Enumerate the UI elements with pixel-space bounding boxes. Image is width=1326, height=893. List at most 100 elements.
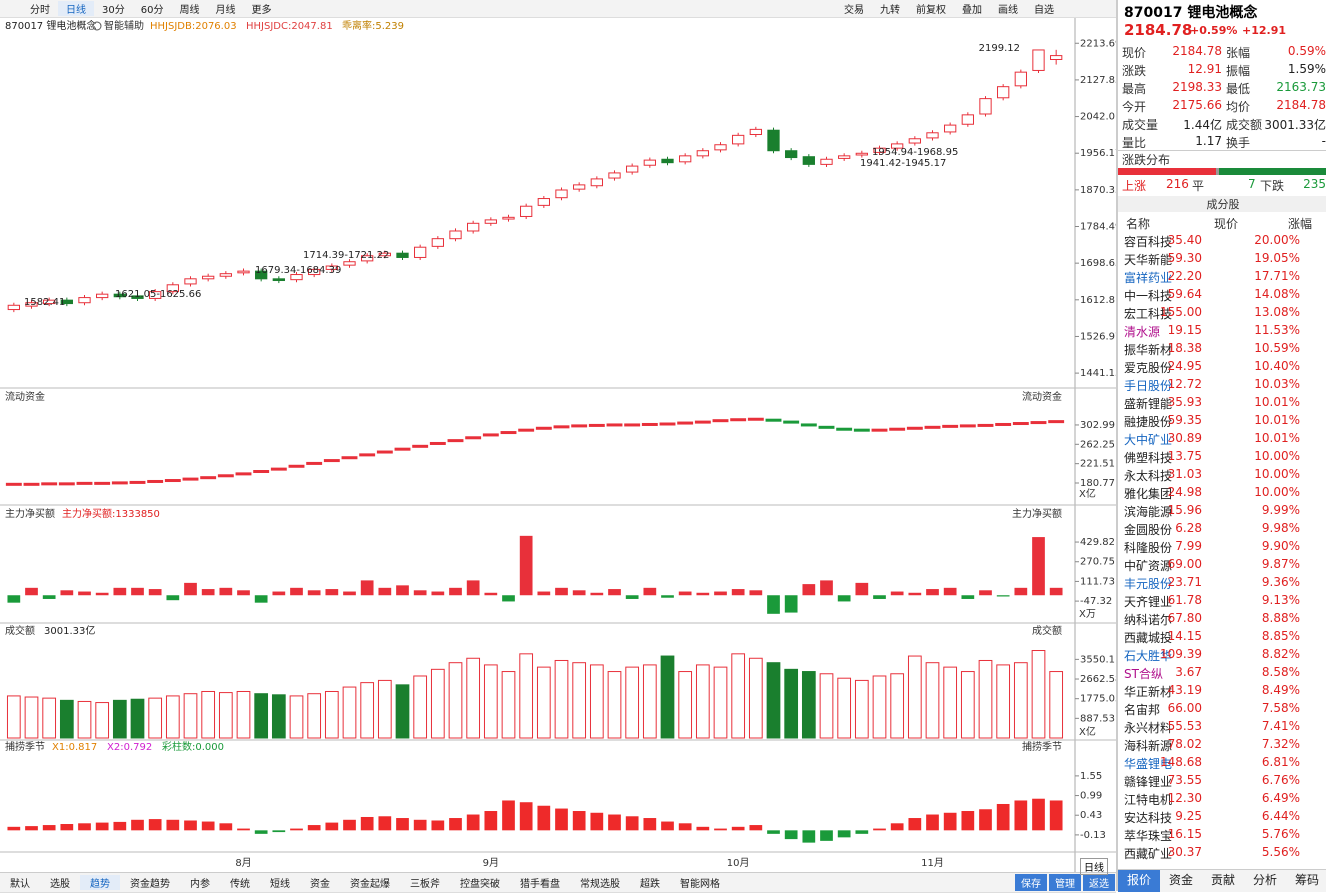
bottom-tab[interactable]: 资金趋势: [130, 879, 170, 890]
stock-name[interactable]: 振华新材: [1124, 343, 1173, 357]
bottom-tab[interactable]: 猎手看盘: [520, 879, 560, 890]
candle-body: [396, 252, 409, 258]
period-box[interactable]: 日线: [1080, 858, 1108, 875]
stock-name[interactable]: 海科新源: [1124, 739, 1173, 753]
bottom-tab[interactable]: 短线: [270, 879, 290, 890]
tool-button[interactable]: 自选: [1034, 5, 1054, 16]
stat-label: 最低: [1226, 82, 1251, 96]
stock-name[interactable]: ST合纵: [1124, 667, 1163, 681]
tool-button[interactable]: 画线: [998, 5, 1018, 16]
stock-name[interactable]: 丰元股份: [1124, 577, 1173, 591]
bottom-tab[interactable]: 趋势: [80, 875, 120, 890]
action-button[interactable]: 保存: [1015, 874, 1047, 891]
tool-button[interactable]: 九转: [880, 5, 900, 16]
stock-name[interactable]: 萃华珠宝: [1124, 829, 1173, 843]
stock-name[interactable]: 手日股份: [1124, 379, 1173, 393]
flow-step: [995, 422, 1012, 426]
tool-button[interactable]: 交易: [844, 5, 864, 16]
stock-name[interactable]: 石大胜华: [1124, 649, 1173, 663]
candle-body: [802, 156, 815, 165]
stock-name[interactable]: 永太科技: [1124, 469, 1173, 483]
period-tab[interactable]: 日线: [58, 1, 94, 16]
period-tab[interactable]: 分时: [30, 5, 50, 16]
stock-name[interactable]: 西藏城投: [1124, 631, 1173, 645]
stock-name[interactable]: 科隆股份: [1124, 541, 1173, 555]
stock-pct: 10.01%: [1254, 413, 1300, 427]
stock-price: 43.19: [1167, 683, 1202, 697]
stock-pct: 10.03%: [1254, 377, 1300, 391]
stock-name[interactable]: 永兴材料: [1124, 721, 1173, 735]
quote-tab[interactable]: 分析: [1252, 873, 1277, 887]
season-bar: [360, 816, 374, 831]
stock-name[interactable]: 清水源: [1124, 325, 1161, 339]
stock-name[interactable]: 中矿资源: [1124, 559, 1173, 573]
stock-price: 66.00: [1167, 701, 1202, 715]
bottom-tab[interactable]: 内参: [190, 879, 210, 890]
stock-name[interactable]: 融捷股份: [1124, 415, 1173, 429]
stat-label: 涨跌: [1122, 64, 1147, 78]
candle-body: [96, 293, 109, 299]
stock-name[interactable]: 富祥药业: [1124, 271, 1173, 285]
stock-name[interactable]: 容百科技: [1124, 235, 1173, 249]
quote-title: 870017 锂电池概念: [1124, 5, 1258, 21]
stock-name[interactable]: 大中矿业: [1124, 433, 1173, 447]
stock-name[interactable]: 盛新锂能: [1124, 397, 1173, 411]
stock-name[interactable]: 宏工科技: [1124, 307, 1173, 321]
period-tab[interactable]: 更多: [251, 5, 272, 16]
stock-name[interactable]: 爱克股份: [1124, 361, 1173, 375]
bottom-tab[interactable]: 三板斧: [410, 879, 440, 890]
stock-name[interactable]: 滨海能源: [1124, 505, 1173, 519]
flow-step: [641, 422, 658, 426]
bottom-tab[interactable]: 智能网格: [680, 879, 720, 890]
stock-name[interactable]: 中一科技: [1124, 289, 1173, 303]
stock-name[interactable]: 赣锋锂业: [1124, 775, 1173, 789]
netbuy-bar: [537, 591, 551, 596]
stock-price: 69.00: [1167, 557, 1202, 571]
quote-tab[interactable]: 资金: [1168, 873, 1193, 887]
volume-bar: [837, 677, 852, 739]
stock-name[interactable]: 江特电机: [1124, 793, 1173, 807]
bottom-tab[interactable]: 超跌: [640, 879, 660, 890]
stock-name[interactable]: 华盛锂电: [1124, 757, 1173, 771]
stock-name[interactable]: 华正新材: [1124, 685, 1173, 699]
stock-name[interactable]: 纳科诺尔: [1124, 613, 1173, 627]
quote-tab[interactable]: 贡献: [1210, 873, 1235, 887]
stock-name[interactable]: 名宙邦: [1124, 703, 1161, 717]
bottom-tab[interactable]: 传统: [230, 879, 250, 890]
stock-name[interactable]: 金圆股份: [1124, 523, 1173, 537]
y-tick-label: 1698.65: [1080, 258, 1116, 269]
bottom-tab[interactable]: 默认: [10, 879, 30, 890]
period-tab[interactable]: 周线: [179, 5, 200, 16]
stock-name[interactable]: 天齐锂业: [1124, 595, 1173, 609]
stock-price: 55.53: [1167, 719, 1202, 733]
netbuy-bar: [25, 587, 38, 596]
season-bar: [979, 809, 992, 831]
bottom-tab[interactable]: 资金起爆: [350, 879, 390, 890]
stock-name[interactable]: 佛塑科技: [1124, 451, 1173, 465]
bottom-tab[interactable]: 控盘突破: [460, 879, 500, 890]
y-tick-label: 221.51: [1080, 459, 1115, 470]
period-tab[interactable]: 60分: [140, 5, 164, 16]
netbuy-bar: [855, 582, 869, 596]
volume-bar: [854, 679, 869, 739]
stock-name[interactable]: 天华新能: [1124, 253, 1173, 267]
quote-tab[interactable]: 报价: [1118, 870, 1160, 892]
action-button[interactable]: 管理: [1049, 874, 1081, 891]
tool-button[interactable]: 前复权: [916, 5, 946, 16]
period-tab[interactable]: 30分: [102, 5, 125, 16]
stock-name[interactable]: 雅化集团: [1124, 487, 1173, 501]
tool-button[interactable]: 叠加: [962, 5, 982, 16]
stock-price: 7.99: [1175, 539, 1202, 553]
period-tab[interactable]: 月线: [215, 5, 236, 16]
bottom-tab[interactable]: 选股: [50, 879, 70, 890]
flow-step: [41, 482, 58, 486]
stock-name[interactable]: 安达科技: [1124, 811, 1173, 825]
panel-legend: X1:0.817: [52, 742, 97, 753]
bottom-tab[interactable]: 常规选股: [580, 879, 620, 890]
candle-body: [502, 216, 515, 220]
stock-name[interactable]: 西藏矿业: [1124, 847, 1173, 861]
action-button[interactable]: 返选: [1083, 874, 1115, 891]
netbuy-bar: [908, 592, 922, 596]
quote-tab[interactable]: 筹码: [1294, 873, 1319, 887]
bottom-tab[interactable]: 资金: [310, 879, 330, 890]
